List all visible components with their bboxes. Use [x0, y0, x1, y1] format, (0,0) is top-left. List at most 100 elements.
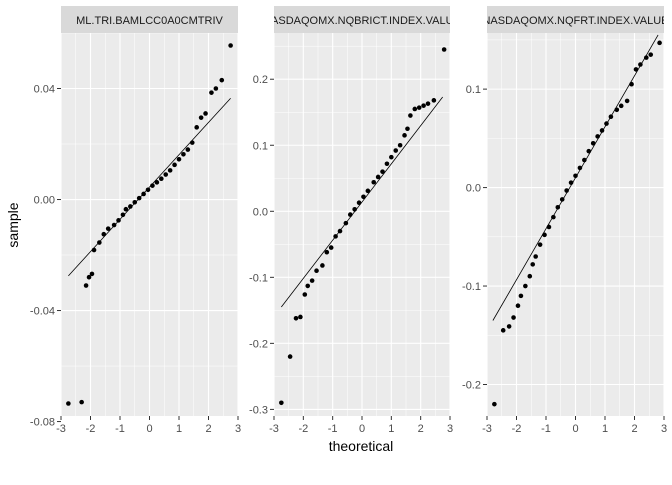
data-point: [287, 354, 293, 359]
data-point: [167, 168, 173, 173]
data-point: [209, 90, 214, 95]
data-point: [599, 128, 605, 133]
data-point: [537, 242, 543, 247]
data-point: [337, 228, 343, 234]
data-point: [97, 240, 102, 245]
data-point: [314, 268, 319, 274]
facet-strip: [61, 6, 238, 33]
data-point: [389, 154, 394, 160]
data-point: [361, 194, 366, 200]
x-tick-label: -2: [298, 423, 308, 435]
data-point: [629, 81, 634, 87]
data-point: [582, 157, 587, 163]
data-point: [638, 62, 643, 67]
y-tick-label: -0.3: [249, 404, 268, 416]
data-point: [145, 187, 151, 193]
x-tick-label: -2: [86, 423, 96, 435]
y-tick-label: 0.0: [466, 183, 481, 195]
data-point: [595, 134, 600, 139]
data-point: [189, 140, 195, 145]
facet-strip-title: NASDAQOMX.NQFRT.INDEX.VALUE: [482, 15, 668, 27]
data-point: [347, 212, 353, 217]
data-point: [408, 113, 413, 118]
data-point: [86, 274, 92, 280]
y-tick-label: -0.04: [30, 306, 55, 318]
data-point: [568, 180, 574, 185]
y-tick-label: 0.1: [253, 140, 268, 152]
data-point: [101, 231, 107, 237]
data-point: [154, 180, 160, 185]
x-tick-label: 3: [447, 423, 453, 435]
data-point: [136, 195, 142, 201]
data-point: [500, 328, 506, 333]
data-point: [590, 140, 596, 146]
x-tick-label: -3: [269, 423, 279, 435]
data-point: [116, 218, 121, 223]
panel-2: NASDAQOMX.NQBRICT.INDEX.VALUE -3 -2 -1 0 1 2 3 -…: [249, 6, 453, 435]
data-point: [523, 283, 528, 289]
data-point: [111, 222, 117, 228]
data-point: [542, 232, 547, 238]
x-tick-label: 0: [359, 423, 365, 435]
y-tick-label: -0.2: [462, 379, 481, 391]
data-point: [375, 174, 381, 180]
data-point: [577, 165, 583, 171]
data-point: [328, 245, 334, 250]
y-axis-title: sample: [5, 202, 21, 247]
x-tick-label: 2: [418, 423, 424, 435]
panel-plot-area: [487, 33, 664, 416]
facet-strip-title: ML.TRI.BAMLCC0A0CMTRIV: [76, 15, 223, 27]
data-point: [293, 315, 299, 321]
data-point: [172, 162, 177, 168]
facet-strip: [487, 6, 664, 33]
panels-group: ML.TRI.BAMLCC0A0CMTRIV -3 -2 -1 0 1 2 3 -0.08 -0.…: [30, 6, 668, 435]
data-point: [624, 98, 630, 104]
data-point: [421, 103, 426, 108]
data-point: [633, 67, 639, 72]
data-point: [141, 191, 146, 197]
x-tick-label: 1: [602, 423, 608, 435]
data-point: [228, 43, 233, 48]
x-tick-label: 1: [388, 423, 394, 435]
x-tick-label: -1: [115, 423, 125, 435]
data-point: [380, 169, 385, 174]
y-tick-label: -0.08: [30, 417, 55, 429]
x-tick-label: 2: [631, 423, 637, 435]
x-tick-label: 0: [572, 423, 578, 435]
data-point: [371, 179, 377, 185]
data-point: [405, 126, 410, 132]
data-point: [185, 147, 191, 152]
x-tick-label: -1: [328, 423, 338, 435]
x-tick-label: -3: [56, 423, 66, 435]
data-point: [79, 399, 84, 405]
data-point: [181, 151, 186, 157]
data-point: [163, 172, 169, 177]
data-point: [384, 161, 390, 167]
y-tick-label: 0.04: [34, 84, 55, 96]
panel-plot-area: [61, 33, 238, 416]
data-point: [657, 40, 662, 46]
data-point: [105, 226, 111, 231]
data-point: [648, 52, 654, 57]
data-point: [431, 98, 437, 103]
panel-plot-area: [274, 33, 450, 416]
data-point: [279, 400, 284, 406]
data-point: [644, 55, 649, 60]
data-point: [492, 401, 497, 407]
data-point: [66, 401, 71, 406]
data-point: [527, 273, 533, 279]
data-point: [515, 303, 521, 309]
data-point: [333, 234, 338, 239]
data-point: [324, 249, 330, 255]
data-point: [402, 133, 407, 138]
data-point: [343, 220, 349, 226]
facet-strip: [274, 6, 450, 33]
data-point: [412, 106, 418, 112]
data-point: [604, 121, 609, 126]
y-tick-label: -0.1: [249, 272, 268, 284]
data-point: [91, 247, 97, 253]
data-point: [302, 292, 308, 297]
data-point: [198, 115, 204, 120]
